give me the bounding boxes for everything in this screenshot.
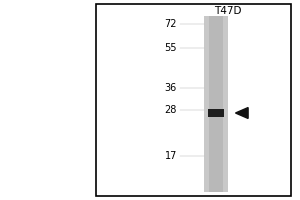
Text: 72: 72 — [164, 19, 177, 29]
Polygon shape — [236, 108, 248, 118]
Text: 17: 17 — [165, 151, 177, 161]
Bar — [208, 109, 224, 117]
Text: 55: 55 — [164, 43, 177, 53]
Text: T47D: T47D — [214, 6, 242, 16]
Bar — [209, 16, 223, 192]
Bar — [96, 4, 291, 196]
Text: 28: 28 — [165, 105, 177, 115]
Bar — [204, 16, 228, 192]
Text: 36: 36 — [165, 83, 177, 93]
